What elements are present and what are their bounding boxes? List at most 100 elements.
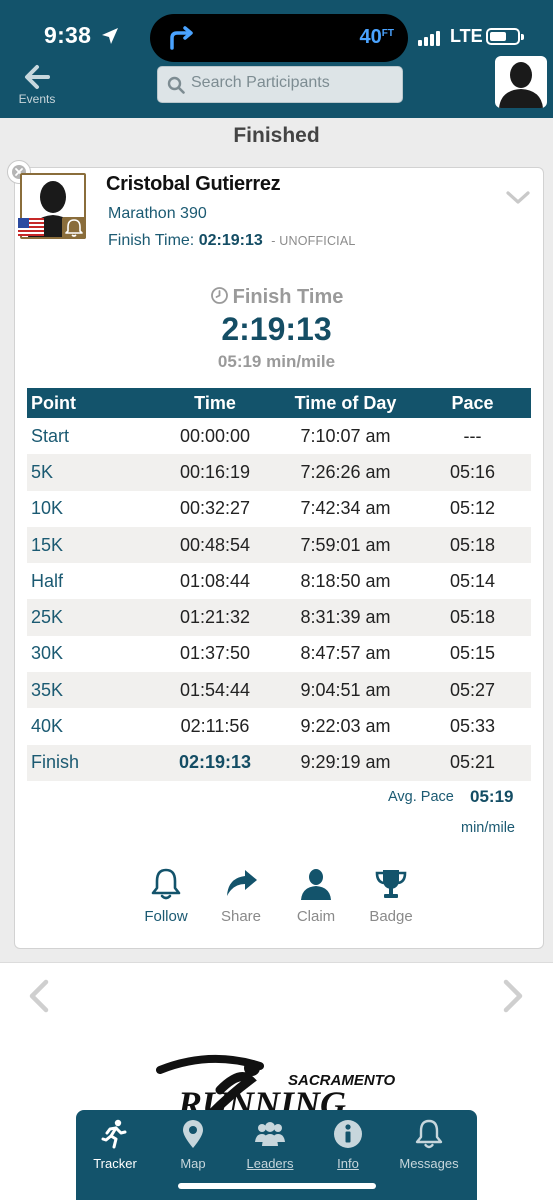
split-pace: 05:15 <box>449 643 496 664</box>
split-pace: 05:18 <box>414 526 531 564</box>
follow-button[interactable]: Follow <box>136 866 196 925</box>
search-icon <box>167 76 185 94</box>
split-time-of-day: 8:18:50 am <box>300 570 391 591</box>
close-button[interactable] <box>7 160 31 184</box>
column-header-time-of-day: Time of Day <box>277 388 414 418</box>
logo-top-text: SACRAMENTO <box>288 1072 396 1089</box>
bell-icon <box>65 219 83 237</box>
split-time: 00:32:27 <box>179 498 251 519</box>
arrow-left-icon <box>25 65 50 89</box>
profile-button[interactable] <box>495 56 547 108</box>
finish-summary-value: 2:19:13 <box>221 311 332 347</box>
avg-pace-label: Avg. Pace <box>388 789 454 805</box>
tab-messages[interactable]: Messages <box>390 1118 468 1171</box>
location-arrow-icon <box>102 28 118 44</box>
share-label: Share <box>220 908 262 925</box>
tab-tracker[interactable]: Tracker <box>76 1118 154 1171</box>
split-time-of-day: 7:59:01 am <box>277 526 414 564</box>
tab-label: Messages <box>399 1156 459 1171</box>
column-header-time: Time <box>153 388 277 418</box>
split-pace: --- <box>463 425 482 446</box>
search-input[interactable] <box>191 74 396 92</box>
follow-badge <box>62 217 86 239</box>
split-time: 00:16:19 <box>153 454 277 491</box>
map-pin-icon <box>183 1120 203 1148</box>
finish-summary-pace: 05:19 min/mile <box>217 352 336 371</box>
split-pace: 05:18 <box>414 599 531 636</box>
tab-leaders[interactable]: Leaders <box>231 1118 309 1171</box>
table-row: Start 00:00:00 7:10:07 am --- <box>27 418 531 454</box>
split-time: 01:54:44 <box>153 672 277 709</box>
share-arrow-icon <box>227 870 257 896</box>
split-time-of-day: 7:10:07 am <box>300 425 391 446</box>
split-pace: 05:16 <box>414 454 531 491</box>
table-row: Finish 02:19:13 9:29:19 am 05:21 <box>27 744 531 781</box>
splits-header-row: Point Time Time of Day Pace <box>27 388 531 418</box>
bell-icon <box>151 868 181 900</box>
finish-summary-label: Finish Time <box>0 286 553 309</box>
bell-icon <box>415 1119 443 1149</box>
split-point: Start <box>31 425 70 446</box>
split-time-of-day: 7:42:34 am <box>300 498 391 519</box>
home-indicator <box>178 1183 376 1189</box>
tab-label: Tracker <box>93 1156 137 1171</box>
split-time-of-day: 9:22:03 am <box>300 716 391 737</box>
badge-label: Badge <box>369 908 413 925</box>
split-point: 35K <box>27 672 153 709</box>
claim-label: Claim <box>296 908 336 925</box>
split-pace: 05:33 <box>449 716 496 737</box>
chevron-left-icon[interactable] <box>26 978 52 1014</box>
split-time: 01:37:50 <box>179 643 251 664</box>
person-icon <box>301 869 331 900</box>
status-time: 9:38 <box>44 22 92 48</box>
split-pace: 05:12 <box>449 498 496 519</box>
info-icon <box>334 1120 362 1148</box>
table-row: 15K 00:48:54 7:59:01 am 05:18 <box>27 526 531 564</box>
search-bar[interactable] <box>157 66 403 103</box>
table-row: 30K 01:37:50 8:47:57 am 05:15 <box>27 636 531 672</box>
split-time: 02:19:13 <box>153 744 277 781</box>
signal-icon <box>418 28 442 46</box>
tab-label: Leaders <box>246 1156 294 1171</box>
column-header-point: Point <box>27 388 153 418</box>
tab-info[interactable]: Info <box>309 1118 387 1171</box>
split-pace: 05:21 <box>414 744 531 781</box>
clock-icon <box>210 287 228 304</box>
split-time: 00:00:00 <box>179 425 251 446</box>
runner-icon <box>101 1119 127 1149</box>
table-row: 35K 01:54:44 9:04:51 am 05:27 <box>27 672 531 709</box>
split-time-of-day: 8:31:39 am <box>277 599 414 636</box>
split-point: Half <box>31 570 64 591</box>
chevron-down-icon[interactable] <box>505 188 531 208</box>
table-row: Half 01:08:44 8:18:50 am 05:14 <box>27 563 531 599</box>
tab-label: Info <box>337 1156 359 1171</box>
status-badge: - UNOFFICIAL <box>271 234 356 248</box>
follow-label: Follow <box>144 908 188 925</box>
split-point: 30K <box>31 643 64 664</box>
split-time-of-day: 9:29:19 am <box>277 744 414 781</box>
trophy-icon <box>375 870 407 898</box>
table-row: 5K 00:16:19 7:26:26 am 05:16 <box>27 454 531 491</box>
avg-pace-value: 05:19 <box>470 787 514 806</box>
back-button[interactable]: Events <box>14 64 60 112</box>
split-time: 00:48:54 <box>153 526 277 564</box>
splits-table: Point Time Time of Day Pace Start 00:00:0… <box>27 388 531 781</box>
badge-button[interactable]: Badge <box>361 866 421 925</box>
finish-time-label: Finish Time: <box>108 232 195 249</box>
turn-arrow-icon <box>170 26 193 50</box>
section-title: Finished <box>233 124 320 147</box>
split-point: 5K <box>27 454 153 491</box>
share-button[interactable]: Share <box>211 866 271 925</box>
claim-button[interactable]: Claim <box>286 866 346 925</box>
split-time-of-day: 9:04:51 am <box>277 672 414 709</box>
tab-map[interactable]: Map <box>154 1118 232 1171</box>
finish-time-value: 02:19:13 <box>198 232 263 249</box>
split-pace: 05:27 <box>414 672 531 709</box>
split-time: 01:21:32 <box>153 599 277 636</box>
split-point: 10K <box>31 498 64 519</box>
dynamic-island: 40FT <box>150 14 408 62</box>
split-pace: 05:14 <box>449 570 496 591</box>
table-row: 25K 01:21:32 8:31:39 am 05:18 <box>27 599 531 636</box>
chevron-right-icon[interactable] <box>500 978 526 1014</box>
island-distance: 40FT <box>359 26 394 48</box>
